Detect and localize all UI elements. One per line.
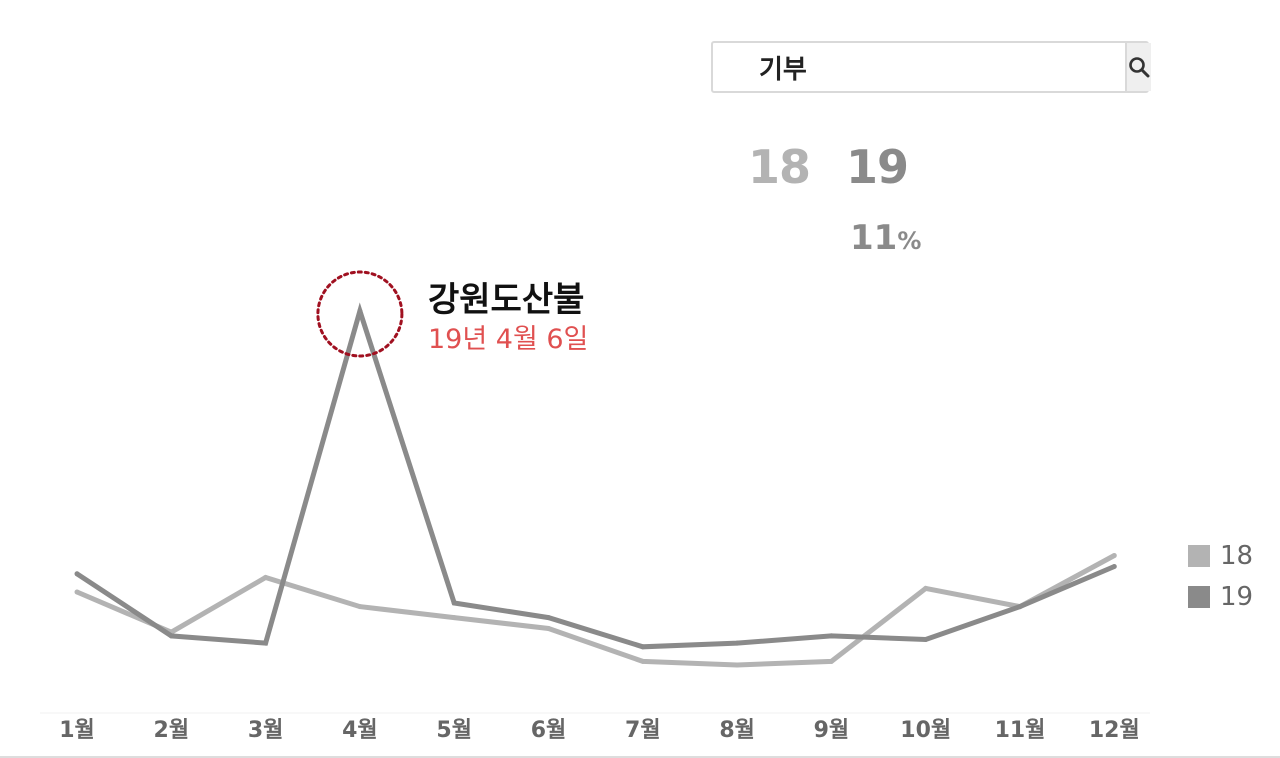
legend-item-18: 18	[1188, 541, 1253, 571]
data-point-18-8	[734, 662, 740, 668]
data-point-18-4	[357, 604, 363, 610]
annotation-title: 강원도산불	[428, 280, 585, 320]
data-point-19-10	[923, 637, 929, 642]
summary-change-value: 11	[850, 218, 898, 258]
search-input[interactable]	[713, 43, 1125, 91]
summary-year-18: 18	[748, 140, 811, 194]
data-point-19-7	[640, 644, 646, 650]
legend-label-19: 19	[1220, 582, 1254, 612]
data-point-19-9	[828, 633, 834, 639]
highlight-circle	[316, 270, 404, 358]
data-point-19-1	[74, 571, 80, 577]
x-tick-label: 11월	[995, 718, 1046, 743]
legend-item-19: 19	[1188, 582, 1253, 612]
search-box	[711, 41, 1151, 93]
x-tick-label: 1월	[59, 718, 95, 743]
data-point-19-11	[1017, 604, 1023, 610]
series-line-19	[75, 302, 1116, 650]
x-tick-label: 12월	[1089, 718, 1140, 743]
x-tick-label: 6월	[531, 718, 567, 743]
data-point-18-5	[451, 615, 457, 621]
summary-year-19: 19	[846, 140, 909, 194]
data-point-18-1	[74, 589, 80, 595]
x-tick-label: 10월	[900, 718, 951, 743]
x-tick-label: 7월	[625, 718, 661, 743]
data-point-19-2	[168, 633, 174, 639]
x-tick-label: 9월	[814, 718, 850, 743]
data-point-19-3	[263, 640, 269, 646]
data-point-18-3	[263, 574, 269, 580]
data-point-18-9	[828, 658, 834, 664]
data-point-18-10	[923, 585, 929, 591]
data-point-19-8	[734, 640, 740, 646]
data-point-19-4	[357, 308, 363, 314]
legend-swatch-19	[1188, 586, 1210, 608]
x-tick-label: 8월	[719, 718, 755, 743]
data-point-19-12	[1111, 564, 1117, 569]
legend-label-18: 18	[1220, 541, 1254, 571]
x-tick-label: 4월	[342, 718, 378, 743]
x-tick-label: 3월	[248, 718, 284, 743]
series-line-18	[76, 553, 1116, 668]
summary-change: 11%	[850, 218, 921, 258]
summary-change-unit: %	[897, 227, 922, 255]
data-point-18-12	[1111, 553, 1117, 559]
search-icon	[1129, 57, 1150, 78]
legend-swatch-18	[1188, 545, 1210, 567]
data-point-18-7	[640, 658, 646, 664]
x-tick-label: 2월	[154, 718, 190, 743]
data-point-18-6	[546, 626, 551, 632]
x-tick-label: 5월	[436, 718, 472, 743]
annotation-subtitle: 19년 4월 6일	[428, 324, 589, 355]
data-point-19-5	[451, 600, 457, 606]
search-button[interactable]	[1125, 43, 1151, 91]
data-point-19-6	[546, 615, 551, 621]
